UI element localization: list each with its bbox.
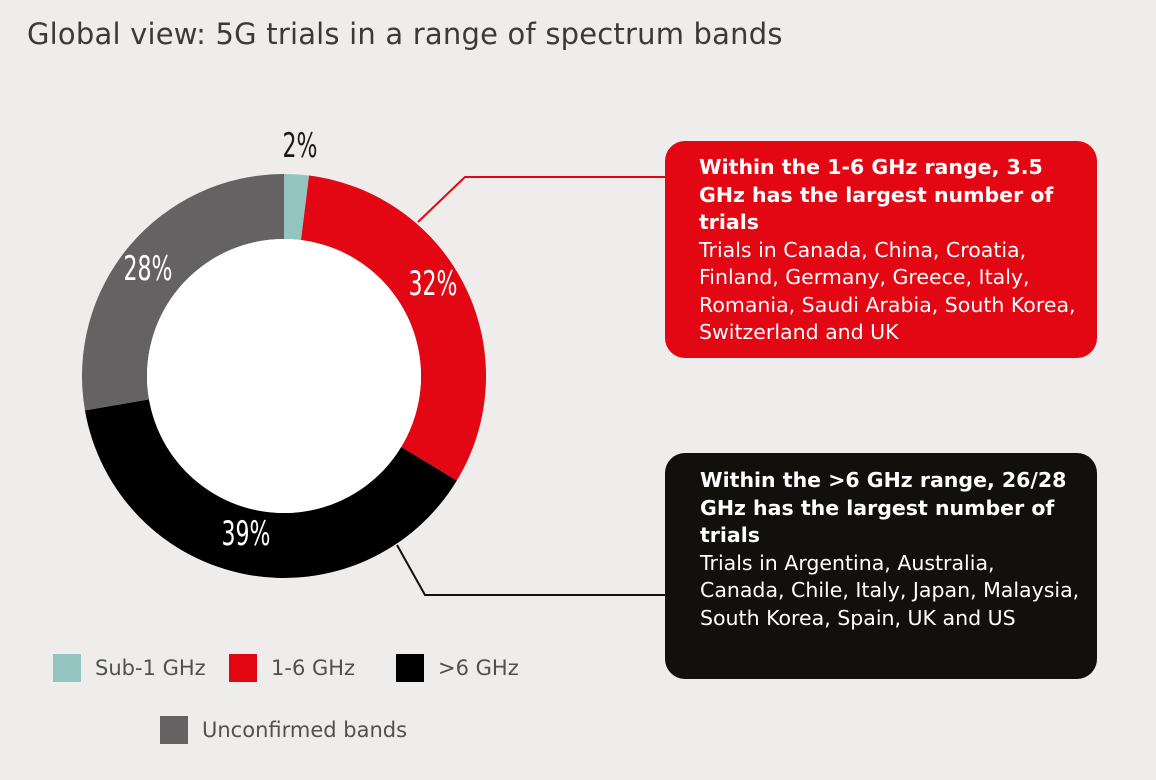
slice-label--6-ghz: 39% xyxy=(222,514,271,553)
callout-mid-band: Within the 1-6 GHz range, 3.5 GHz has th… xyxy=(665,141,1097,358)
legend-item-above6ghz: >6 GHz xyxy=(396,654,519,682)
legend-swatch-unconfirmed xyxy=(160,716,188,744)
legend-label-sub1: Sub-1 GHz xyxy=(95,656,206,680)
legend-item-unconfirmed: Unconfirmed bands xyxy=(160,716,407,744)
donut-slice-unconfirmed-bands xyxy=(81,174,284,411)
legend-label-unconfirmed: Unconfirmed bands xyxy=(202,718,408,742)
legend-item-1-6ghz: 1-6 GHz xyxy=(229,654,355,682)
donut-slice-sub-1-ghz xyxy=(284,174,310,241)
donut-slice--6-ghz xyxy=(84,399,457,578)
legend-item-sub1: Sub-1 GHz xyxy=(53,654,206,682)
legend-swatch-sub1 xyxy=(53,654,81,682)
legend-swatch-above6ghz xyxy=(396,654,424,682)
slice-label-sub-1-ghz: 2% xyxy=(283,126,318,165)
chart-title: Global view: 5G trials in a range of spe… xyxy=(27,17,783,51)
legend-label-1-6ghz: 1-6 GHz xyxy=(271,656,356,680)
slice-label-unconfirmed-bands: 28% xyxy=(124,249,173,288)
callout-high-band-body: Trials in Argentina, Australia, Canada, … xyxy=(700,550,1080,630)
legend-swatch-1-6ghz xyxy=(229,654,257,682)
donut-hole xyxy=(147,239,421,513)
callout-high-band-heading: Within the >6 GHz range, 26/28 GHz has t… xyxy=(700,468,1067,547)
callout-connector-mid-band xyxy=(417,176,667,223)
slice-label-1-6-ghz: 32% xyxy=(409,264,458,303)
callout-connector-high-band xyxy=(396,544,667,596)
callout-high-band: Within the >6 GHz range, 26/28 GHz has t… xyxy=(665,453,1097,679)
donut-slices xyxy=(81,174,486,578)
legend-label-above6ghz: >6 GHz xyxy=(438,656,519,680)
donut-slice-1-6-ghz xyxy=(301,175,486,481)
callout-mid-band-heading: Within the 1-6 GHz range, 3.5 GHz has th… xyxy=(699,155,1054,234)
slice-labels: 2% 32% 39% 28% xyxy=(124,126,458,553)
callout-mid-band-body: Trials in Canada, China, Croatia, Finlan… xyxy=(699,237,1076,345)
